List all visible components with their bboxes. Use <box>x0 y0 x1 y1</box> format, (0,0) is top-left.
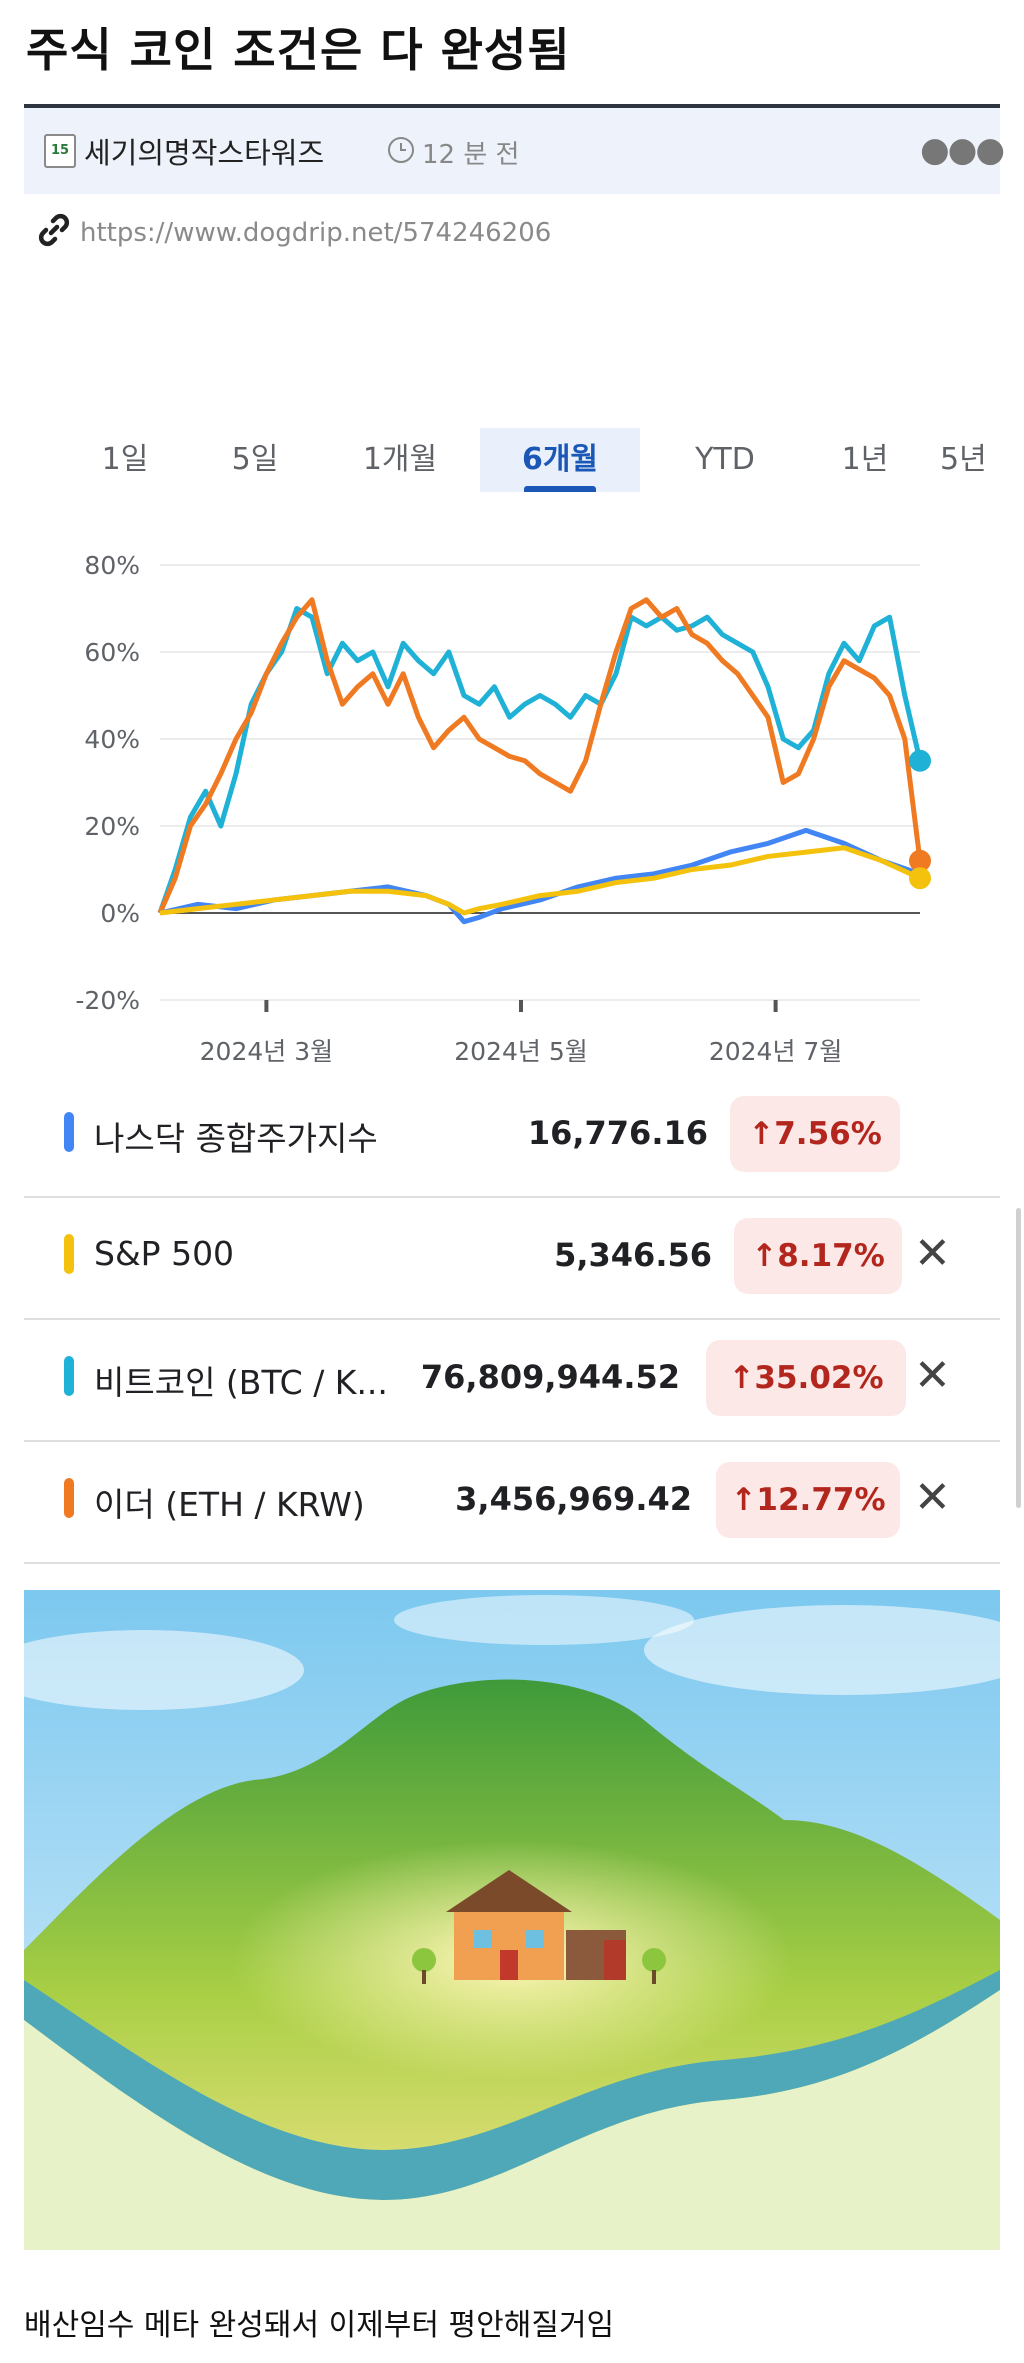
quote-row[interactable]: 나스닥 종합주가지수 16,776.16 ↑7.56% <box>24 1074 1000 1196</box>
close-icon[interactable]: ✕ <box>914 1228 951 1279</box>
tab-ytd[interactable]: YTD <box>695 442 755 477</box>
post-time: 12 분 전 <box>422 140 520 170</box>
change-badge: ↑12.77% <box>716 1462 900 1538</box>
more-dots-icon[interactable]: ●●● <box>920 130 1005 170</box>
row-divider <box>24 1440 1000 1442</box>
quote-name: 나스닥 종합주가지수 <box>94 1119 378 1158</box>
series-end-marker <box>909 867 931 890</box>
y-tick-label: 40% <box>84 725 140 754</box>
change-badge: ↑35.02% <box>706 1340 906 1416</box>
y-tick-label: -20% <box>75 986 140 1015</box>
tab-1y[interactable]: 1년 <box>841 442 889 477</box>
post-caption: 배산임수 메타 완성돼서 이제부터 평안해질거임 <box>24 2308 615 2343</box>
post-meta-bar: 15 세기의명작스타워즈 12 분 전 ●●● <box>24 108 1005 194</box>
up-arrow-icon: ↑ <box>748 1116 775 1152</box>
up-arrow-icon: ↑ <box>751 1238 778 1274</box>
x-tick-label: 2024년 3월 <box>200 1037 333 1066</box>
series-line <box>159 827 921 925</box>
post-title: 주식 코인 조건은 다 완성됨 <box>26 23 571 77</box>
y-tick-label: 0% <box>100 899 140 928</box>
quote-name: 이더 (ETH / KRW) <box>94 1485 365 1524</box>
title-divider <box>24 104 1000 108</box>
change-percent: 35.02% <box>754 1360 884 1396</box>
x-tick-label: 2024년 5월 <box>454 1037 587 1066</box>
quote-value: 16,776.16 <box>527 1114 708 1152</box>
up-arrow-icon: ↑ <box>730 1482 757 1518</box>
quote-row[interactable]: S&P 500 5,346.56 ↑8.17% ✕ <box>24 1196 1000 1318</box>
close-icon[interactable]: ✕ <box>914 1350 951 1401</box>
tab-1d[interactable]: 1일 <box>101 442 149 477</box>
row-divider <box>24 1562 1000 1564</box>
up-arrow-icon: ↑ <box>728 1360 755 1396</box>
row-divider <box>24 1196 1000 1198</box>
quote-row[interactable]: 이더 (ETH / KRW) 3,456,969.42 ↑12.77% ✕ <box>24 1440 1000 1562</box>
series-line <box>157 597 923 915</box>
quote-row[interactable]: 비트코인 (BTC / K... 76,809,944.52 ↑35.02% ✕ <box>24 1318 1000 1440</box>
series-end-marker <box>909 749 931 772</box>
y-tick-label: 80% <box>84 551 140 580</box>
quote-name: 비트코인 (BTC / K... <box>94 1363 388 1402</box>
series-end-marker <box>909 849 931 872</box>
change-percent: 7.56% <box>774 1116 882 1152</box>
clock-icon <box>388 137 414 163</box>
change-badge: ↑7.56% <box>730 1096 900 1172</box>
y-tick-label: 60% <box>84 638 140 667</box>
series-line <box>159 845 922 916</box>
tab-5y[interactable]: 5년 <box>940 442 987 477</box>
change-percent: 8.17% <box>777 1238 885 1274</box>
series-color-swatch <box>64 1478 74 1518</box>
author-badge-icon: 15 <box>44 134 76 168</box>
post-url-link[interactable]: https://www.dogdrip.net/574246206 <box>80 218 552 248</box>
x-tick-label: 2024년 7월 <box>709 1037 842 1066</box>
quote-name: S&P 500 <box>94 1234 235 1273</box>
y-tick-label: 20% <box>84 812 140 841</box>
quote-value: 3,456,969.42 <box>455 1480 692 1518</box>
change-percent: 12.77% <box>756 1482 886 1518</box>
performance-chart: 80% 60% 40% 20% 0% -20% 2024년 3월 2024년 5월 2024년 … <box>75 551 931 1066</box>
quote-value: 76,809,944.52 <box>420 1358 680 1396</box>
close-icon[interactable]: ✕ <box>914 1472 951 1523</box>
quote-value: 5,346.56 <box>554 1236 712 1274</box>
series-color-swatch <box>64 1112 74 1152</box>
tab-5d[interactable]: 5일 <box>231 442 279 477</box>
series-color-swatch <box>64 1356 74 1396</box>
scrollbar[interactable] <box>1016 1208 1021 1508</box>
tab-6m[interactable]: 6개월 <box>480 428 640 492</box>
change-badge: ↑8.17% <box>734 1218 902 1294</box>
tab-1m[interactable]: 1개월 <box>362 442 438 477</box>
link-icon <box>38 213 70 247</box>
landscape-illustration <box>24 1590 1000 2250</box>
row-divider <box>24 1318 1000 1320</box>
author-name[interactable]: 세기의명작스타워즈 <box>84 136 325 170</box>
range-tabs: 1일 5일 1개월 6개월 YTD 1년 5년 <box>70 428 1000 492</box>
series-color-swatch <box>64 1234 74 1274</box>
